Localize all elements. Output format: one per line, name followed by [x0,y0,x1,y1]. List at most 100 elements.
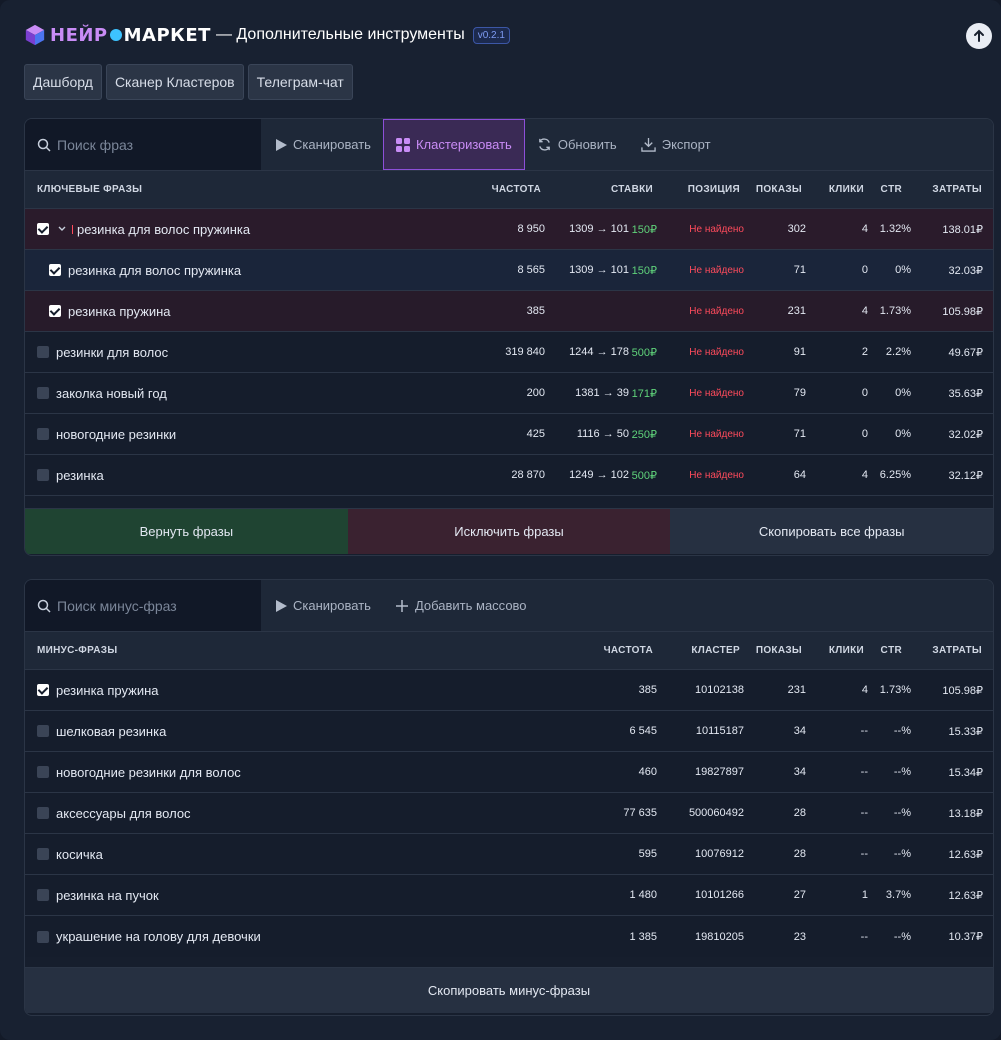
cluster-value: 10115187 [695,725,744,737]
brand-part1: НЕЙР [50,24,108,46]
table-row[interactable]: шелковая резинка 6 545 10115187 34 -- --… [25,711,993,752]
row-checkbox[interactable] [37,848,49,860]
scroll-top-button[interactable] [966,23,992,49]
brand-o-icon [109,28,122,41]
cost-value: 138.01₽ [942,223,983,236]
tab-telegram-chat[interactable]: Телеграм-чат [247,64,353,100]
cluster-value: 19827897 [695,766,744,778]
shows-value: 71 [793,428,806,440]
cluster-value: 10076912 [695,848,744,860]
position-value: Не найдено [689,264,744,276]
table-row[interactable]: заколка новый год 200 1381 → 39 171₽ Не … [25,373,993,414]
col-clicks: КЛИКИ [828,184,864,195]
phrase-text: шелковая резинка [56,723,167,739]
bid-value: 1244 → 178 [569,346,629,358]
row-checkbox[interactable] [49,264,61,276]
freq-value: 8 565 [517,264,545,276]
tab-dashboard[interactable]: Дашборд [24,64,102,100]
shows-value: 79 [793,387,806,399]
return-phrases-button[interactable]: Вернуть фразы [25,509,348,554]
cost-value: 12.63₽ [948,848,983,861]
shows-value: 28 [793,848,806,860]
col-position: ПОЗИЦИЯ [687,184,740,195]
tab-cluster-scanner[interactable]: Сканер Кластеров [105,64,244,100]
export-button[interactable]: Экспорт [629,119,723,170]
phrase-text: резинка [56,467,104,483]
table-row[interactable]: резинка для волос пружинка 8 950 1309 → … [25,209,993,250]
bid-value: 1249 → 102 [569,469,629,481]
row-checkbox[interactable] [37,346,49,358]
cluster-button[interactable]: Кластеризовать [382,119,525,170]
table-row[interactable]: резинка 28 870 1249 → 102 500₽ Не найден… [25,455,993,496]
minus-search-input[interactable]: Поиск минус-фраз [25,580,261,631]
scan-label: Сканировать [293,137,371,152]
keywords-search-placeholder: Поиск фраз [57,136,134,153]
freq-value: 8 950 [517,223,545,235]
col-cost: ЗАТРАТЫ [932,645,982,656]
refresh-label: Обновить [557,137,617,152]
shows-value: 231 [787,684,806,696]
bulk-add-button[interactable]: Добавить массово [383,580,539,631]
table-row[interactable]: резинка на пучок 1 480 10101266 27 1 3.7… [25,875,993,916]
table-row[interactable]: новогодние резинки для волос 460 1982789… [25,752,993,793]
cost-value: 15.33₽ [948,725,983,738]
shows-value: 64 [793,469,806,481]
shows-value: 231 [787,305,806,317]
row-checkbox[interactable] [37,766,49,778]
clicks-value: 0 [861,264,868,276]
freq-value: 28 870 [511,469,545,481]
brand-part2: МАРКЕТ [123,24,211,46]
scan-button[interactable]: Сканировать [263,119,383,170]
nav-tabs: Дашборд Сканер Кластеров Телеграм-чат [24,64,353,100]
phrase-text: резинка на пучок [56,887,159,903]
copy-minus-phrases-button[interactable]: Скопировать минус-фразы [25,967,993,1013]
ctr-value: 0% [895,387,911,399]
brand-logo: НЕЙР МАРКЕТ [50,25,211,46]
freq-value: 460 [638,766,657,778]
export-label: Экспорт [661,137,711,152]
row-checkbox[interactable] [37,684,49,696]
table-row[interactable]: аксессуары для волос 77 635 500060492 28… [25,793,993,834]
clicks-value: -- [860,848,868,860]
table-row[interactable]: косичка 595 10076912 28 -- --% 12.63₽ [25,834,993,875]
minus-scan-label: Сканировать [293,598,371,613]
minus-scan-button[interactable]: Сканировать [263,580,383,631]
clicks-value: 4 [861,469,868,481]
freq-value: 200 [526,387,545,399]
refresh-button[interactable]: Обновить [525,119,629,170]
copy-all-phrases-button[interactable]: Скопировать все фразы [670,509,993,554]
keywords-search-input[interactable]: Поиск фраз [25,119,261,170]
phrase-text: резинка пружина [68,303,171,319]
row-checkbox[interactable] [37,469,49,481]
chevron-down-icon[interactable] [57,224,67,234]
table-row[interactable]: новогодние резинки 425 1116 → 50 250₽ Не… [25,414,993,455]
ctr-value: --% [893,930,911,943]
cluster-marker [72,224,73,234]
row-checkbox[interactable] [37,807,49,819]
bid-value: 1381 → 39 [575,387,629,399]
table-row[interactable]: резинка пружина 385 Не найдено 231 4 1.7… [25,291,993,332]
row-checkbox[interactable] [49,305,61,317]
col-minus-phrase: МИНУС-ФРАЗЫ [37,645,118,656]
row-checkbox[interactable] [37,223,49,235]
cluster-value: 500060492 [688,807,744,819]
ctr-value: 3.7% [885,889,911,901]
phrase-text: косичка [56,846,103,862]
search-icon [37,599,51,613]
clicks-value: 4 [861,223,868,235]
exclude-phrases-button[interactable]: Исключить фразы [347,509,671,554]
row-checkbox[interactable] [37,387,49,399]
row-checkbox[interactable] [37,889,49,901]
table-row[interactable]: украшение на голову для девочки 1 385 19… [25,916,993,957]
cost-value: 32.12₽ [948,469,983,482]
freq-value: 595 [638,848,657,860]
row-checkbox[interactable] [37,930,49,943]
col-cost: ЗАТРАТЫ [932,184,982,195]
row-checkbox[interactable] [37,428,49,440]
position-value: Не найдено [689,305,744,317]
bid-value: 1116 → 50 [576,428,629,440]
table-row[interactable]: резинка пружина 385 10102138 231 4 1.73%… [25,670,993,711]
row-checkbox[interactable] [37,725,49,737]
table-row[interactable]: резинка для волос пружинка 8 565 1309 → … [25,250,993,291]
table-row[interactable]: резинки для волос 319 840 1244 → 178 500… [25,332,993,373]
